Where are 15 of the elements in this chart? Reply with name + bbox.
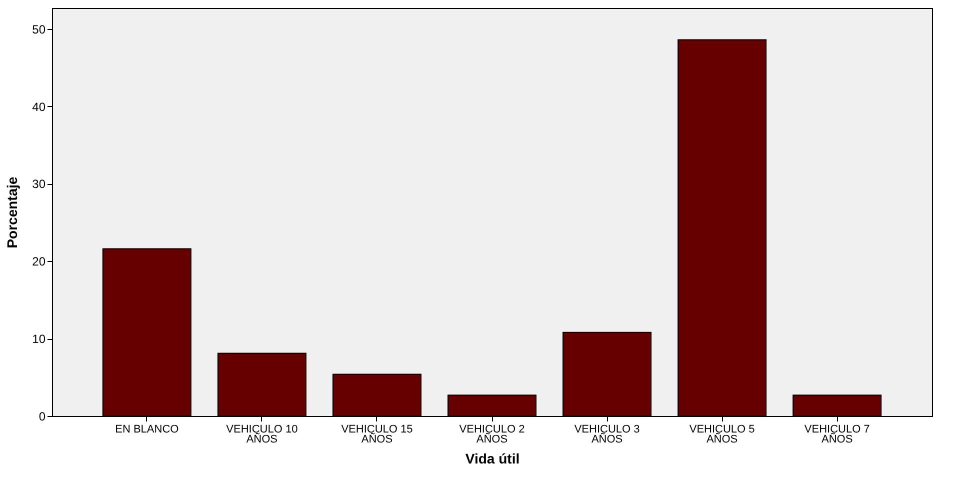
x-axis-title: Vida útil [465,450,520,466]
y-tick-label: 50 [32,22,46,36]
y-axis-title: Porcentaje [4,176,20,248]
x-tick-label: VEHICULO 10 AÑOS [226,424,298,446]
y-tick-label: 20 [32,254,46,269]
x-tick-label: EN BLANCO [115,424,180,436]
x-tick-label: VEHICULO 5 AÑOS [689,424,755,446]
y-tick-label: 40 [32,100,46,114]
x-tick-label: VEHICULO 15 AÑOS [341,424,413,446]
x-tick-label: VEHICULO 7 AÑOS [804,424,870,446]
x-tick-label: VEHICULO 3 AÑOS [574,424,640,446]
x-tick-label: VEHICULO 2 AÑOS [459,424,525,446]
y-tick-label: 30 [32,177,46,192]
y-tick-label: 0 [38,410,46,424]
y-tick-label: 10 [32,332,46,346]
